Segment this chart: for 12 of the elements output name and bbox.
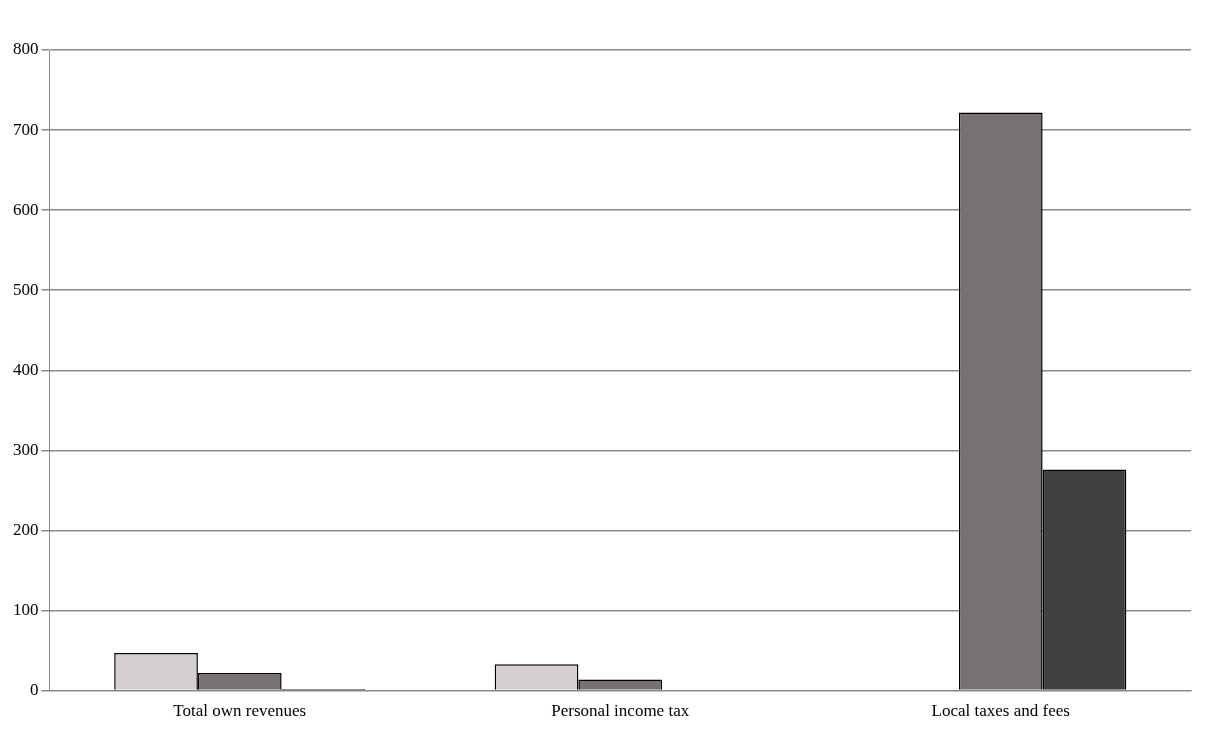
y-tick-label: 500	[13, 279, 39, 299]
y-tick-label: 0	[30, 680, 39, 700]
y-tick-label: 700	[13, 119, 39, 139]
y-tick-label: 600	[13, 199, 39, 219]
x-tick-label: Personal income tax	[551, 701, 690, 721]
x-tick-label: Total own revenues	[173, 701, 307, 721]
y-tick-label: 400	[13, 359, 39, 379]
y-tick-label: 300	[13, 439, 39, 459]
x-tick-label: Local taxes and fees	[931, 701, 1070, 721]
y-tick-label: 100	[13, 599, 39, 619]
y-tick-label: 200	[13, 519, 39, 539]
y-tick-label: 800	[13, 39, 39, 59]
